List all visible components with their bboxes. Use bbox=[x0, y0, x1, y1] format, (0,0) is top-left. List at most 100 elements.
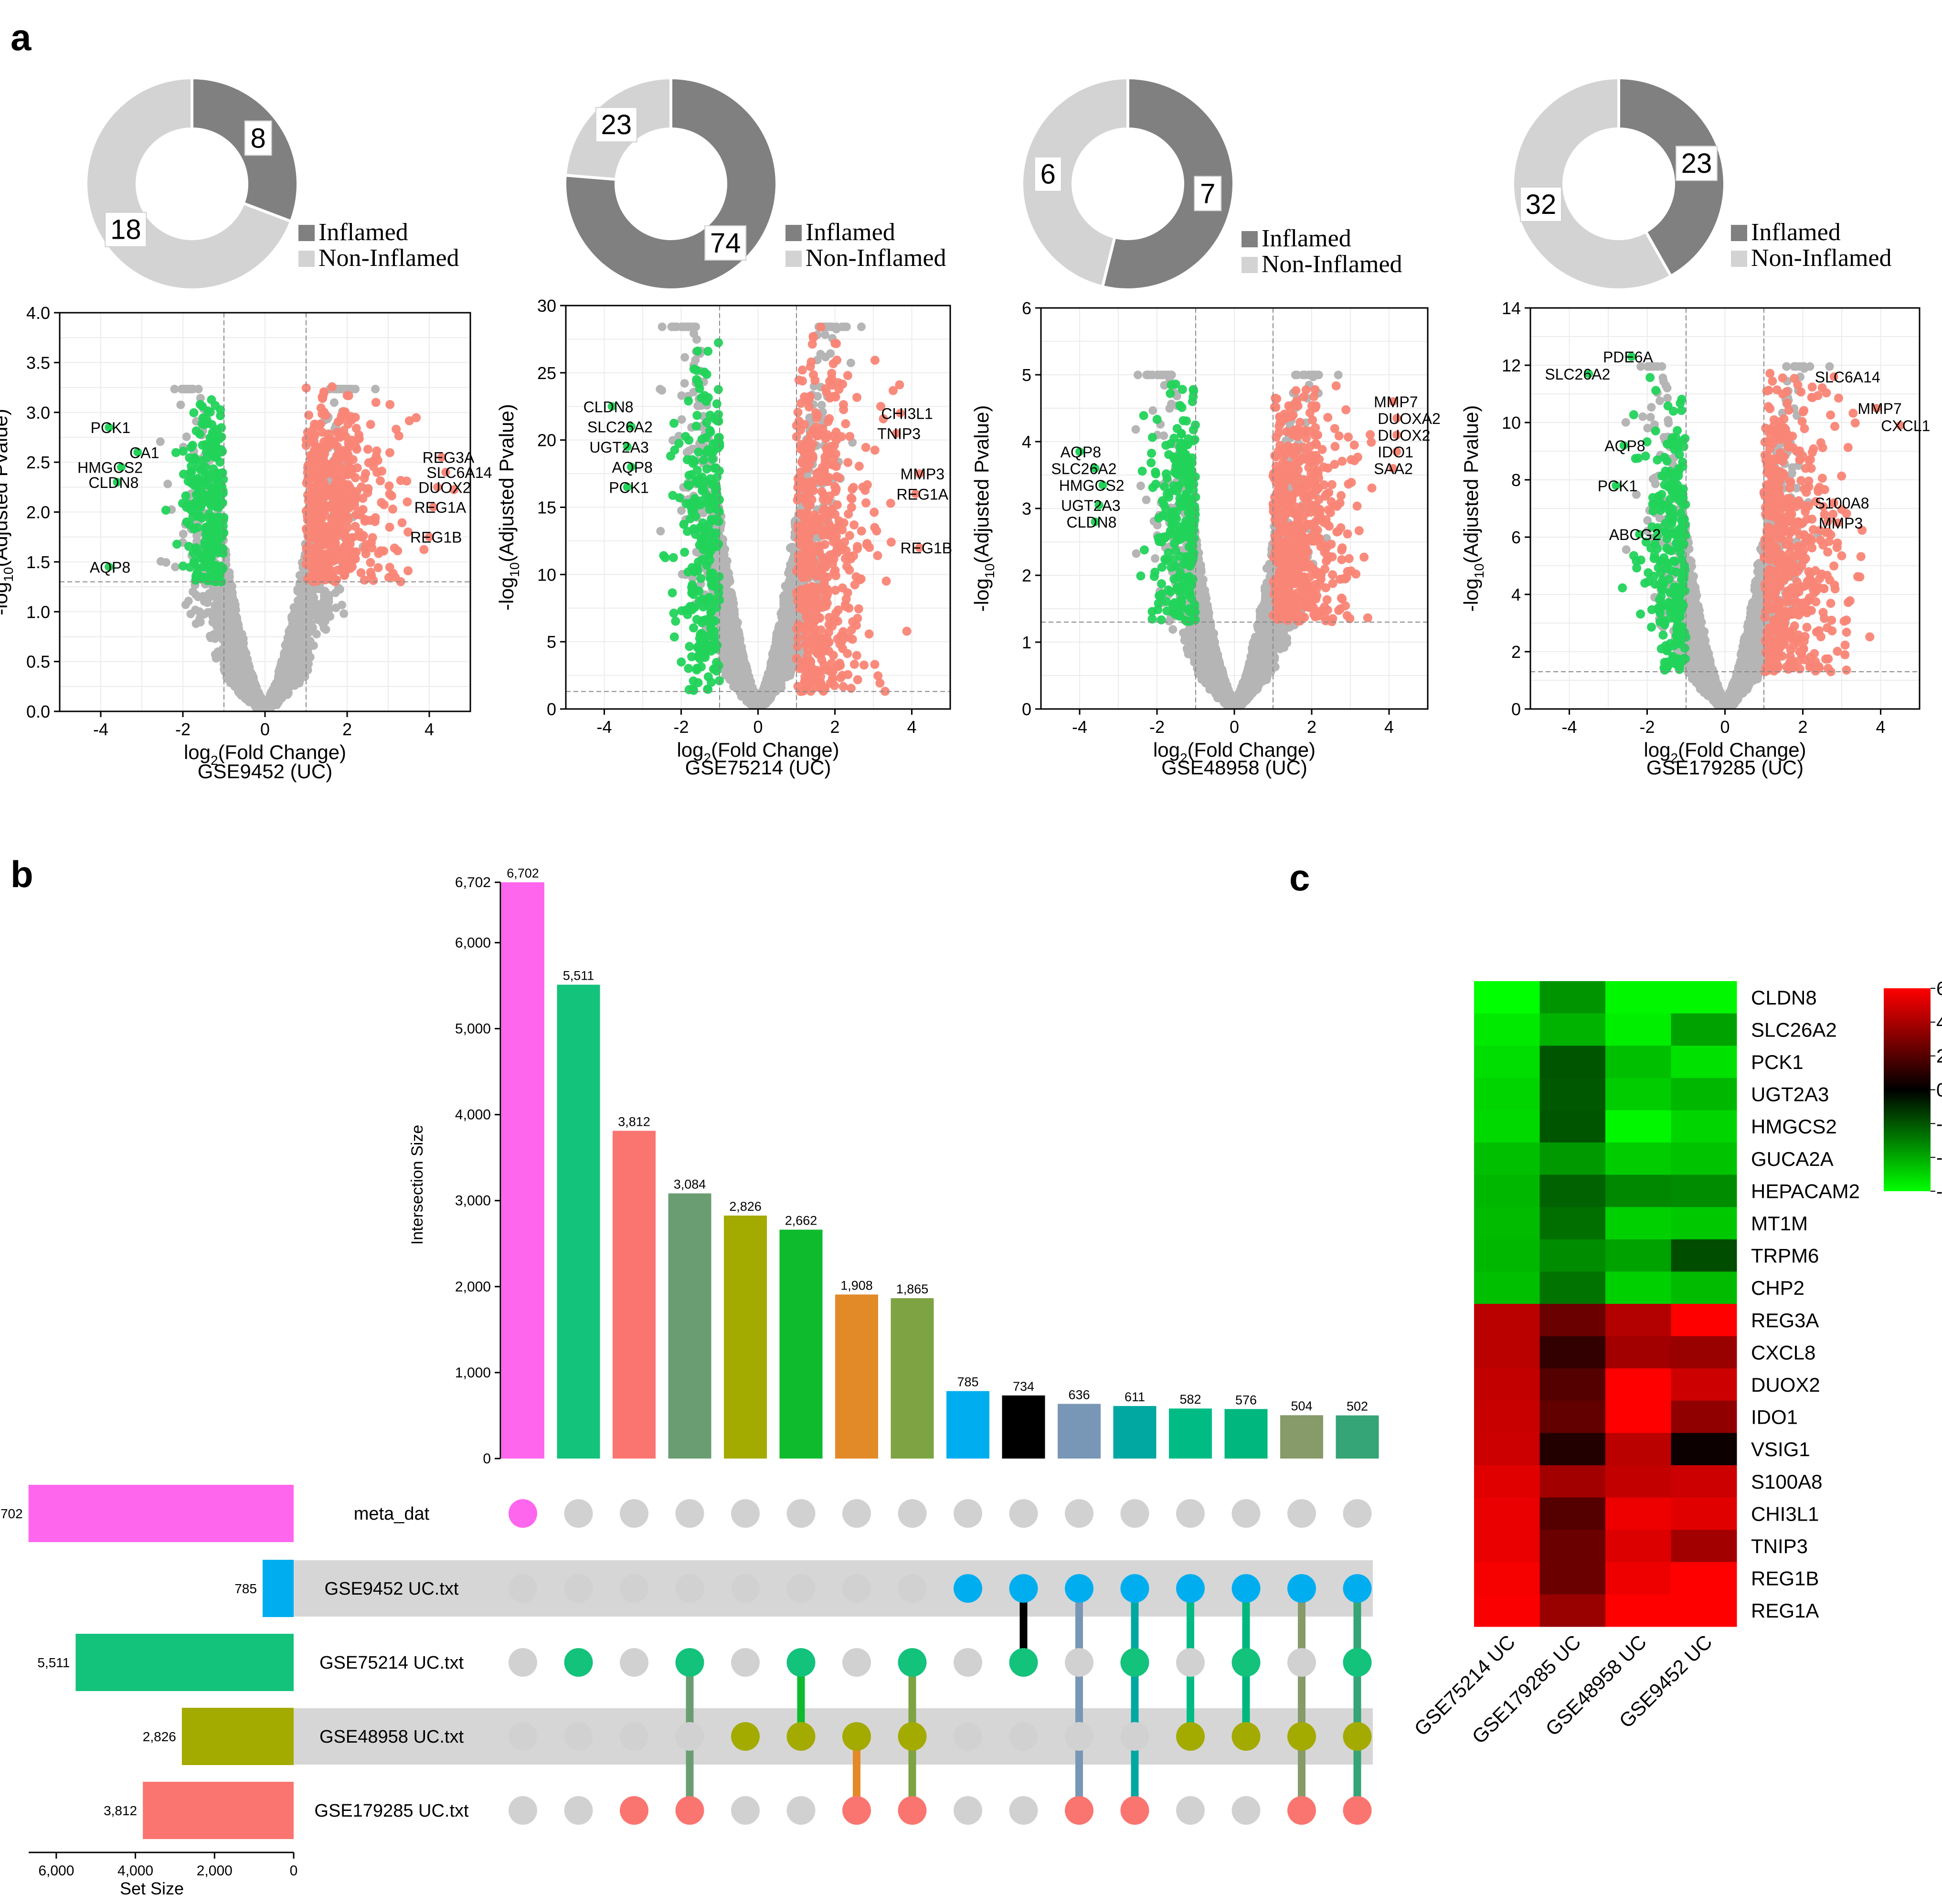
up-point bbox=[318, 566, 328, 576]
ns-point bbox=[305, 612, 314, 621]
up-point bbox=[341, 451, 351, 460]
up-point bbox=[350, 497, 360, 506]
down-point bbox=[184, 541, 193, 551]
gene-label: HMGCS2 bbox=[77, 459, 143, 476]
x-tick-label: -4 bbox=[93, 719, 108, 739]
donut-slice-non-inflamed bbox=[1511, 76, 1673, 291]
down-point bbox=[211, 440, 221, 449]
up-point bbox=[304, 411, 314, 420]
ns-point bbox=[214, 592, 223, 602]
up-point bbox=[328, 557, 338, 566]
up-point bbox=[341, 513, 350, 522]
up-point bbox=[363, 444, 372, 454]
donut-value-label: 23 bbox=[1681, 148, 1712, 179]
up-point bbox=[327, 382, 337, 391]
up-point bbox=[403, 566, 413, 576]
ns-point bbox=[680, 353, 690, 362]
legend-swatch-inflamed bbox=[298, 225, 315, 241]
labeled-point bbox=[429, 503, 438, 512]
ns-point bbox=[255, 692, 264, 701]
down-point bbox=[201, 522, 211, 532]
ns-point bbox=[203, 598, 212, 607]
volcano-title: GSE9452 (UC) bbox=[198, 760, 332, 783]
up-point bbox=[404, 416, 414, 425]
x-tick-label: 0 bbox=[260, 719, 270, 739]
legend-swatch-non-inflamed bbox=[1731, 251, 1747, 267]
labeled-point bbox=[437, 453, 446, 462]
y-tick-label: 3.0 bbox=[26, 403, 50, 423]
ns-point bbox=[195, 614, 204, 624]
up-point bbox=[379, 500, 389, 509]
gene-label: DUOX2 bbox=[418, 479, 471, 496]
up-point bbox=[311, 553, 320, 562]
up-point bbox=[368, 533, 377, 542]
up-point bbox=[356, 507, 366, 517]
up-point bbox=[324, 540, 334, 550]
ns-point bbox=[820, 330, 829, 339]
ns-point bbox=[182, 432, 191, 441]
ns-point bbox=[280, 650, 289, 659]
up-point bbox=[392, 424, 401, 434]
ns-point bbox=[220, 652, 229, 661]
panel-label-c: c bbox=[1289, 857, 1310, 899]
up-point bbox=[403, 497, 412, 507]
up-point bbox=[396, 577, 405, 586]
labeled-point bbox=[441, 468, 450, 476]
up-point bbox=[403, 527, 413, 537]
down-point bbox=[179, 446, 188, 456]
down-point bbox=[218, 529, 228, 538]
up-point bbox=[346, 548, 355, 557]
gene-label: CLDN8 bbox=[88, 474, 138, 491]
ns-point bbox=[276, 690, 285, 699]
ns-point bbox=[163, 479, 172, 488]
grid-lines bbox=[565, 305, 951, 709]
down-point bbox=[189, 557, 199, 566]
ns-point bbox=[299, 606, 308, 615]
donut-value-box bbox=[704, 225, 747, 261]
up-point bbox=[341, 531, 350, 540]
legend-label-inflamed: Inflamed bbox=[806, 219, 895, 246]
ns-point bbox=[243, 693, 252, 702]
down-point bbox=[196, 502, 205, 512]
ns-point bbox=[290, 629, 299, 638]
up-point bbox=[363, 484, 373, 493]
up-point bbox=[388, 504, 398, 514]
y-tick-label: 1.0 bbox=[26, 602, 50, 622]
donut-value-box bbox=[1675, 146, 1718, 181]
ns-point bbox=[208, 612, 217, 621]
ns-point bbox=[287, 646, 296, 656]
up-point bbox=[412, 413, 421, 423]
down-point bbox=[211, 502, 221, 511]
ns-point bbox=[307, 594, 316, 603]
labeled-point bbox=[433, 483, 442, 492]
donut-value-box bbox=[105, 212, 147, 247]
legend-swatch-inflamed bbox=[1242, 231, 1258, 247]
down-point bbox=[197, 513, 207, 523]
ns-point bbox=[320, 587, 329, 596]
down-point bbox=[216, 405, 225, 414]
ns-point bbox=[244, 668, 253, 677]
ns-point bbox=[156, 437, 165, 446]
ns-point bbox=[216, 625, 225, 634]
up-point bbox=[367, 543, 377, 553]
ns-point bbox=[211, 650, 220, 659]
ns-point bbox=[179, 529, 188, 539]
up-point bbox=[449, 485, 459, 495]
ns-point bbox=[326, 612, 335, 621]
up-point bbox=[337, 486, 346, 496]
down-point bbox=[183, 499, 193, 509]
donut-value-label: 6 bbox=[1040, 159, 1056, 190]
down-point bbox=[178, 561, 188, 571]
down-point bbox=[203, 563, 212, 572]
y-axis-label-main: -log bbox=[0, 582, 11, 615]
ns-point bbox=[247, 678, 256, 687]
legend-swatch-non-inflamed bbox=[298, 251, 315, 267]
ns-point bbox=[196, 394, 205, 403]
y-axis-label: -log10(Adjusted Pvalue) bbox=[0, 409, 16, 615]
ns-point bbox=[299, 652, 308, 661]
up-point bbox=[385, 489, 394, 499]
up-point bbox=[366, 420, 375, 429]
